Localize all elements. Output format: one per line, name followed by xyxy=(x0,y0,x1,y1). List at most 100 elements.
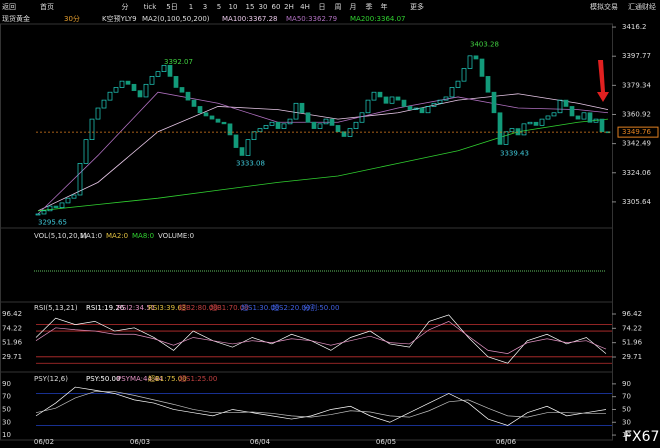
candle xyxy=(389,96,395,104)
y-tick-label: 30 xyxy=(622,418,631,426)
y-tick-label-left: 96.42 xyxy=(2,310,22,318)
candle xyxy=(353,121,359,129)
psy-line xyxy=(35,386,607,426)
rsi-readout: 超S2:20.00 xyxy=(272,303,310,312)
candle xyxy=(581,112,587,120)
price-annotation: 3295.65 xyxy=(38,219,67,227)
candle xyxy=(323,118,329,125)
period-tab[interactable]: 日 xyxy=(319,3,326,11)
y-tick-label: 3416.2 xyxy=(622,23,647,31)
x-tick-label: 06/03 xyxy=(130,438,150,446)
y-tick-label: 74.22 xyxy=(622,324,642,332)
candle xyxy=(383,96,389,104)
period-tab[interactable]: 60 xyxy=(272,3,281,11)
candle xyxy=(449,87,455,98)
period-tab[interactable]: 5日 xyxy=(166,3,177,11)
candle xyxy=(251,131,257,141)
candle xyxy=(545,115,551,120)
y-tick-label: 51.96 xyxy=(622,339,643,347)
y-tick-label: 96.42 xyxy=(622,310,642,318)
candle xyxy=(65,197,71,204)
candle xyxy=(47,205,53,212)
candle xyxy=(71,194,77,199)
candle xyxy=(257,128,263,133)
candle xyxy=(341,131,347,137)
candle xyxy=(347,128,353,137)
candle xyxy=(35,213,41,216)
candle xyxy=(461,68,467,82)
candle xyxy=(401,99,407,107)
period-tab[interactable]: 5 xyxy=(217,3,221,11)
psy-label: PSY(12,6) xyxy=(34,375,68,383)
period-tab[interactable]: 1 xyxy=(189,3,193,11)
candle xyxy=(311,121,317,129)
candle xyxy=(203,112,209,117)
period-tab[interactable]: 月 xyxy=(350,3,357,11)
candle xyxy=(59,202,65,209)
x-tick-label: 06/06 xyxy=(496,438,517,446)
symbol: 现货黄金 xyxy=(2,14,30,23)
candle xyxy=(275,121,281,129)
period-tab[interactable]: 30 xyxy=(259,3,268,11)
candle xyxy=(563,99,569,107)
period-tab[interactable]: 季 xyxy=(366,2,373,11)
candle xyxy=(197,106,203,114)
y-tick-label: 90 xyxy=(622,380,631,388)
candle xyxy=(101,99,107,109)
candle xyxy=(131,83,137,91)
candle xyxy=(335,125,341,133)
candle xyxy=(521,123,527,136)
candle xyxy=(503,131,509,145)
rsi-readout: RSI1:19.26 xyxy=(86,304,125,312)
candle xyxy=(371,91,377,101)
period-tab[interactable]: 年 xyxy=(381,2,388,11)
y-tick-label: 3305.64 xyxy=(622,198,651,206)
candle xyxy=(455,80,461,88)
rsi-readout: RSI3:39.63 xyxy=(148,304,186,312)
period-tab[interactable]: 3 xyxy=(203,3,207,11)
back-button[interactable]: 返回 xyxy=(2,3,16,11)
candle xyxy=(125,80,131,85)
candle xyxy=(527,121,533,125)
candle xyxy=(305,112,311,123)
candle xyxy=(221,121,227,125)
panel-frame xyxy=(0,371,613,441)
sim-trade-button[interactable]: 模拟交易 xyxy=(590,2,618,11)
candle xyxy=(239,147,245,156)
y-tick-label: 3324.06 xyxy=(622,169,651,177)
candle xyxy=(377,91,383,98)
y-tick-label: 3342.49 xyxy=(622,140,651,148)
home-button[interactable]: 首页 xyxy=(40,2,54,11)
more-button[interactable]: 更多 xyxy=(410,2,424,11)
candle xyxy=(83,139,89,164)
period-tab[interactable]: 周 xyxy=(335,3,342,11)
ma-line xyxy=(37,118,609,212)
candle xyxy=(209,115,215,120)
candle xyxy=(95,107,101,120)
candle xyxy=(443,96,449,101)
candle xyxy=(473,55,479,60)
last-price-box xyxy=(617,126,659,138)
candle xyxy=(437,99,443,104)
volume-readout: MA1:0 xyxy=(80,232,102,240)
period-tab[interactable]: 2H xyxy=(284,3,294,11)
period-tab[interactable]: 4H xyxy=(300,3,310,11)
candle xyxy=(491,91,497,114)
candle xyxy=(233,134,239,148)
price-annotation: 3403.28 xyxy=(470,40,499,48)
candle xyxy=(509,128,515,133)
period-tab[interactable]: 10 xyxy=(229,3,238,11)
candle xyxy=(293,102,299,120)
volume-readout: VOLUME:0 xyxy=(158,232,194,240)
rsi-readout: 超B2:80.00 xyxy=(179,303,218,312)
y-tick-label-left: 51.96 xyxy=(2,339,23,347)
period-tab[interactable]: 15 xyxy=(246,3,255,11)
candle xyxy=(89,118,95,141)
candle xyxy=(299,102,305,114)
psy-readout: 超B1:75.00 xyxy=(148,374,187,383)
period-tab[interactable]: 分 xyxy=(122,2,129,11)
y-tick-label-left: 90 xyxy=(2,380,11,388)
period-tab[interactable]: tick xyxy=(144,3,158,11)
